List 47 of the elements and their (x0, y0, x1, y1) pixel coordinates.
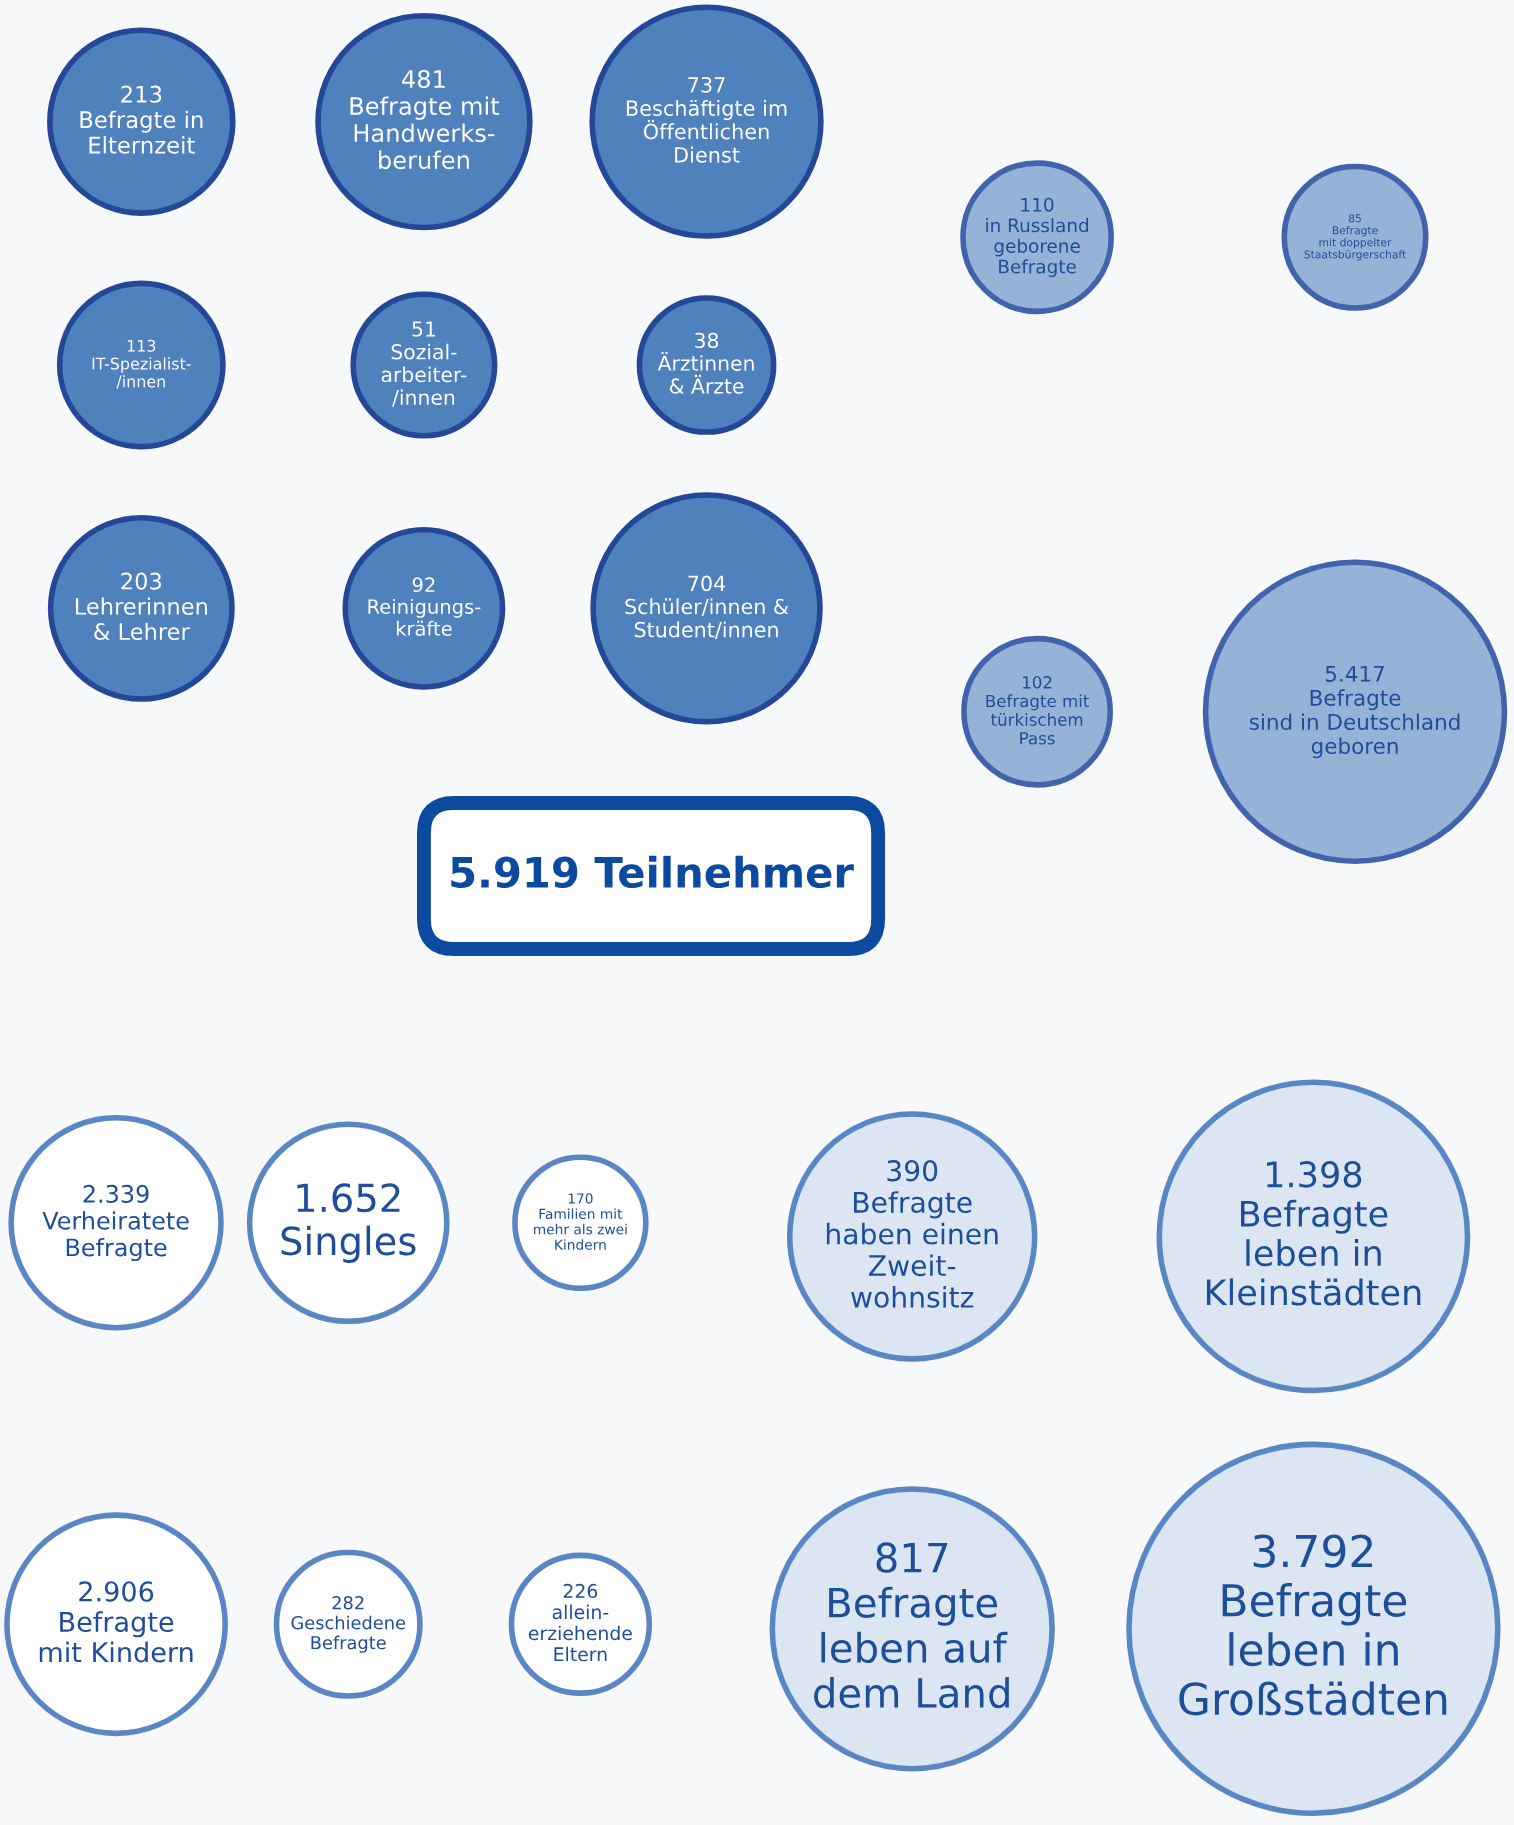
category-label: Ärztinnen & Ärzte (657, 352, 754, 394)
category-label: Singles (281, 1225, 416, 1263)
category-label: in Russland geborene Befragte (986, 218, 1089, 278)
data-label: 113 (127, 339, 156, 352)
data-label: 203 (121, 572, 161, 590)
data-label: 481 (402, 69, 445, 89)
data-label: 737 (688, 76, 725, 93)
category-label: allein- erziehende Eltern (528, 1604, 632, 1662)
data-label: 704 (688, 575, 726, 592)
data-label: 102 (1023, 676, 1052, 689)
category-label: Reinigungs- kräfte (368, 598, 481, 636)
category-label: Schüler/innen & Student/innen (625, 598, 789, 640)
category-label: Befragte mit Handwerks- berufen (350, 96, 500, 170)
data-label: 213 (121, 85, 162, 103)
data-label: 390 (887, 1160, 938, 1182)
category-label: Verheiratete Befragte (42, 1211, 189, 1262)
category-label: Befragte in Elternzeit (80, 110, 203, 154)
data-label: 1.652 (297, 1183, 400, 1213)
category-label: Befragte mit Kindern (39, 1611, 193, 1663)
text: 5.919 Teilnehmer (451, 855, 854, 889)
data-label: 1.398 (1267, 1161, 1362, 1188)
category-label: Befragte leben in Großstädten (1179, 1582, 1447, 1716)
data-label: 85 (1348, 214, 1361, 223)
category-label: Sozial- arbeiter- /innen (381, 343, 467, 407)
data-label: 282 (332, 1595, 364, 1610)
category-label: Befragte leben auf dem Land (814, 1586, 1009, 1709)
data-label: 226 (563, 1583, 598, 1599)
data-label: 2.339 (83, 1184, 149, 1203)
data-label: 38 (695, 332, 719, 349)
category-label: Familien mit mehr als zwei Kindern (534, 1208, 627, 1250)
category-label: Befragte haben einen Zweit- wohnsitz (826, 1191, 998, 1308)
data-label: 110 (1021, 197, 1054, 212)
category-label: IT-Spezialist- /innen (92, 357, 191, 389)
category-label: Lehrerinnen & Lehrer (75, 597, 207, 641)
category-label: Befragte leben in Kleinstädten (1206, 1199, 1421, 1306)
data-label: 5.417 (1325, 665, 1384, 682)
data-label: 92 (412, 577, 435, 593)
category-label: Befragte sind in Deutschland geboren (1249, 689, 1460, 759)
data-label: 817 (876, 1542, 948, 1573)
data-label: 51 (412, 321, 435, 337)
data-label: 3.792 (1253, 1534, 1372, 1568)
category-label: Geschiedene Befragte (291, 1615, 406, 1653)
data-label: 170 (568, 1193, 593, 1204)
category-label: Befragte mit türkischem Pass (986, 694, 1089, 745)
category-label: Beschäftigte im Öffentlichen Dienst (626, 99, 787, 163)
category-label: Befragte mit doppelter Staatsbürgerschaft (1304, 226, 1406, 261)
data-label: 2.906 (79, 1581, 154, 1602)
